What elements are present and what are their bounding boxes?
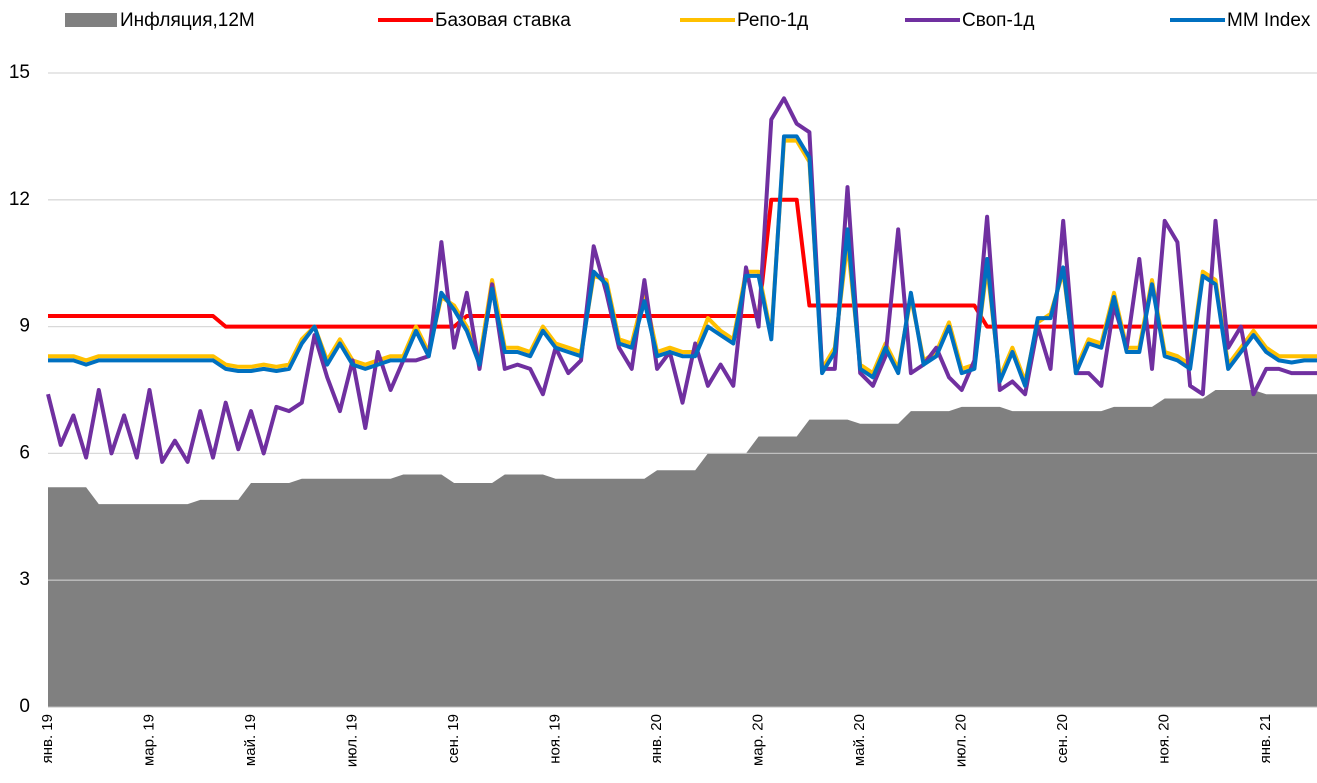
inflation-area	[48, 390, 1317, 707]
y-tick-label: 6	[19, 442, 30, 463]
x-tick-label: мар. 20	[750, 714, 767, 766]
x-tick-label: июл. 20	[953, 714, 970, 767]
y-tick-label: 3	[19, 569, 30, 590]
y-tick-label: 0	[19, 696, 30, 717]
x-tick-label: июл. 19	[344, 714, 361, 767]
legend-label: MM Index	[1227, 10, 1311, 31]
x-tick-label: янв. 20	[648, 714, 665, 763]
x-tick-label: мар. 19	[140, 714, 157, 766]
x-tick-label: май. 20	[851, 714, 868, 766]
series-line	[48, 134, 1317, 388]
x-tick-label: янв. 19	[39, 714, 56, 763]
x-tick-label: сен. 20	[1054, 714, 1071, 763]
legend-swatch	[65, 13, 117, 27]
y-tick-label: 9	[19, 316, 30, 337]
y-tick-label: 15	[9, 62, 30, 83]
y-tick-label: 12	[9, 189, 30, 210]
x-tick-label: ноя. 20	[1156, 714, 1173, 764]
legend-label: Своп-1д	[962, 10, 1034, 31]
legend-label: Базовая ставка	[435, 10, 571, 31]
series-line	[48, 197, 1317, 329]
x-tick-label: ноя. 19	[547, 714, 564, 764]
x-tick-label: сен. 19	[445, 714, 462, 763]
x-tick-label: янв. 21	[1257, 714, 1274, 763]
x-tick-label: май. 19	[242, 714, 259, 766]
series-line	[46, 96, 1317, 464]
legend-label: Инфляция,12M	[120, 10, 255, 31]
legend-label: Репо-1д	[737, 10, 808, 31]
